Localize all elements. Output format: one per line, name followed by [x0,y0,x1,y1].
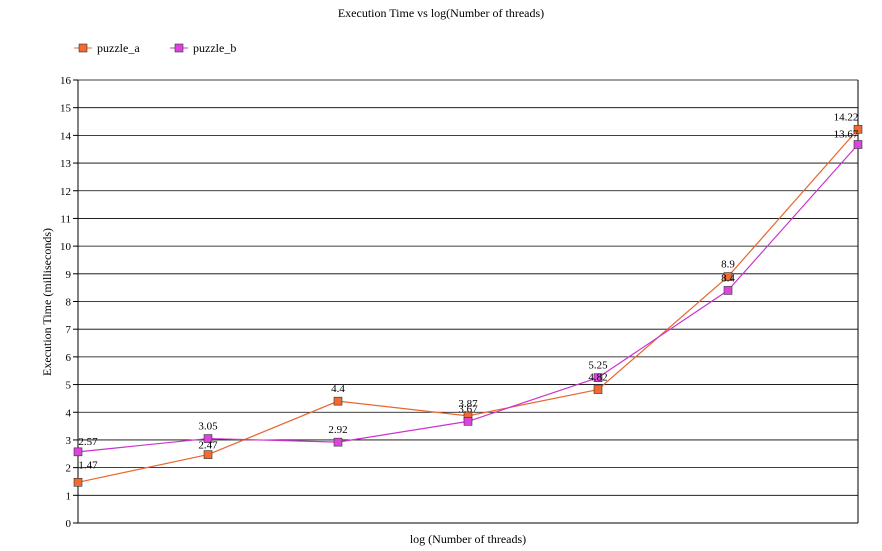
data-label-puzzle_a: 2.47 [198,440,218,452]
y-tick-label: 7 [66,324,72,336]
y-tick-label: 12 [60,186,71,198]
data-point-puzzle_b [203,434,213,443]
data-point-puzzle_a [593,385,603,394]
legend-item-puzzle-a: puzzle_a [74,41,140,55]
y-tick-label: 13 [60,158,72,170]
legend-marker-puzzle-a [78,43,88,53]
legend-label-puzzle-b: puzzle_b [193,41,236,55]
data-label-puzzle_a: 3.87 [458,398,478,410]
grid [78,79,858,496]
y-tick-label: 2 [66,463,72,475]
data-label-puzzle_b: 13.67 [834,129,859,141]
y-tick-label: 10 [60,241,72,253]
y-tick-label: 6 [66,352,72,364]
data-point-puzzle_b [593,373,603,382]
data-label-puzzle_b: 2.92 [328,424,347,436]
y-tick-label: 5 [66,380,72,392]
legend-marker-puzzle-b [174,43,184,53]
y-tick-label: 4 [66,407,72,419]
data-point-puzzle_a [333,396,343,406]
y-tick-label: 14 [60,130,72,142]
data-label-puzzle_b: 8.4 [721,272,735,284]
data-label-puzzle_a: 4.82 [588,372,607,384]
data-point-puzzle_a [853,124,863,134]
legend-item-puzzle-b: puzzle_b [170,41,236,55]
data-point-puzzle_b [333,437,343,447]
y-tick-label: 16 [60,75,72,87]
y-tick-label: 15 [60,103,72,115]
data-label-puzzle_b: 3.05 [198,421,218,433]
data-label-puzzle_a: 8.9 [721,259,735,271]
legend-label-puzzle-a: puzzle_a [97,41,140,55]
chart-title: Execution Time vs log(Number of threads) [338,6,544,20]
series-line-puzzle_a [77,128,859,483]
series-lines [77,128,859,483]
data-label-puzzle_b: 3.67 [458,403,478,415]
data-labels: 1.47 2.47 4.4 3.87 4.82 8.9 14.22 2.57 3.05 2.92 3… [78,111,859,471]
y-tick-label: 11 [60,213,71,225]
series-markers [73,124,863,487]
data-point-puzzle_a [723,272,733,281]
y-tick-label: 0 [66,518,72,530]
data-label-puzzle_a: 4.4 [331,383,345,395]
y-tick-label: 8 [66,297,72,309]
y-axis-label: Execution Time (milliseconds) [40,228,54,376]
legend: puzzle_a puzzle_b [74,41,236,55]
data-point-puzzle_b [853,140,863,149]
data-label-puzzle_a: 14.22 [834,111,859,123]
data-point-puzzle_b [723,286,733,295]
y-tick-label: 9 [66,269,72,281]
y-tick-label: 1 [66,490,72,502]
data-label-puzzle_b: 5.25 [588,360,608,372]
data-label-puzzle_b: 2.57 [78,436,98,448]
x-axis-label: log (Number of threads) [410,532,526,546]
data-point-puzzle_b [73,447,83,457]
data-point-puzzle_a [203,450,213,459]
data-point-puzzle_b [463,417,473,426]
data-point-puzzle_a [73,477,83,487]
data-label-puzzle_a: 1.47 [78,459,98,471]
y-tick-label: 3 [66,435,72,447]
